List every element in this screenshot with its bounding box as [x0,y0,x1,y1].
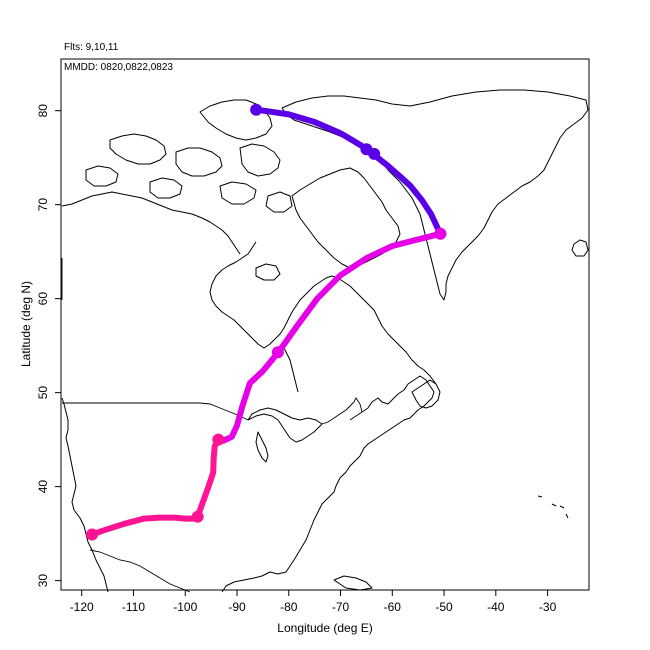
flight-point-marker [86,528,99,541]
arctic-island-coastline-8 [265,191,293,213]
flight-point-marker [271,346,284,359]
flight-point-marker [212,433,225,446]
flight-point-marker [250,103,263,116]
iceland-coastline [571,239,589,257]
southampton-island-coastline [255,263,281,281]
y-tick-label: 50 [36,386,50,400]
labrador-coastline [305,275,437,385]
hudson-bay-east-coastline [281,343,299,393]
arctic-island-coastline-7 [219,181,257,205]
y-axis-title: Latitude (deg N) [19,281,33,367]
y-tick-label: 80 [36,104,50,118]
y-tick-label: 70 [36,198,50,212]
us-canada-border-east [321,397,363,425]
flight-track-line-1 [89,436,227,538]
y-tick-label: 30 [36,574,50,588]
arctic-island-coastline-1 [199,99,273,141]
flight-tracks [89,106,444,538]
lake-michigan-coastline [255,431,269,463]
gulf-coastline [221,455,361,593]
east-coastline [349,375,435,457]
flight-point-marker [191,510,204,523]
x-tick-label: -70 [332,600,350,614]
us-mexico-border [89,549,191,593]
x-tick-label: -100 [173,600,197,614]
cuba-coastline [333,575,373,591]
arctic-mainland-coastline [61,191,241,255]
axis-ticks: -120 -110 -100 -90 -80 -70 -60 -50 -40 -30 30 40 50 6… [36,104,557,614]
x-tick-label: -60 [384,600,402,614]
y-tick-label: 60 [36,292,50,306]
bermuda-dots [537,495,569,519]
newfoundland-coastline [411,379,441,409]
x-tick-label: -90 [228,600,246,614]
x-tick-label: -30 [539,600,557,614]
flight-point-marker [434,227,447,240]
us-canada-border [62,402,249,421]
basemap [61,89,589,593]
dates-label-background [62,60,180,73]
hudson-bay-coastline [209,241,307,349]
x-tick-label: -110 [122,600,145,614]
pacific-coastline [61,397,109,593]
plot-frame [60,58,590,591]
arctic-island-coastline-4 [239,143,281,177]
arctic-island-coastline-5 [85,165,119,187]
x-axis-title: Longitude (deg E) [277,621,372,635]
y-tick-label: 40 [36,480,50,494]
great-lakes-coastline [247,407,323,443]
flight-track-line-2 [220,230,444,444]
axes: -120 -110 -100 -90 -80 -70 -60 -50 -40 -30 30 40 50 6… [19,58,590,635]
arctic-island-coastline-6 [149,177,183,199]
x-tick-label: -80 [280,600,298,614]
greenland-coastline [281,89,589,301]
dates-label: MMDD: 0820,0822,0823 [64,62,173,73]
x-tick-label: -120 [70,600,94,614]
flight-markers [86,103,447,541]
x-tick-label: -40 [487,600,505,614]
coastlines [61,89,589,593]
arctic-island-coastline-2 [109,133,167,165]
baffin-island-coastline [291,167,401,269]
flights-label: Flts: 9,10,11 [64,42,119,53]
flight-point-marker [368,147,381,160]
arctic-island-coastline-3 [175,147,223,177]
political-borders [61,258,363,593]
x-tick-label: -50 [435,600,453,614]
flight-track-line-3 [254,106,444,237]
